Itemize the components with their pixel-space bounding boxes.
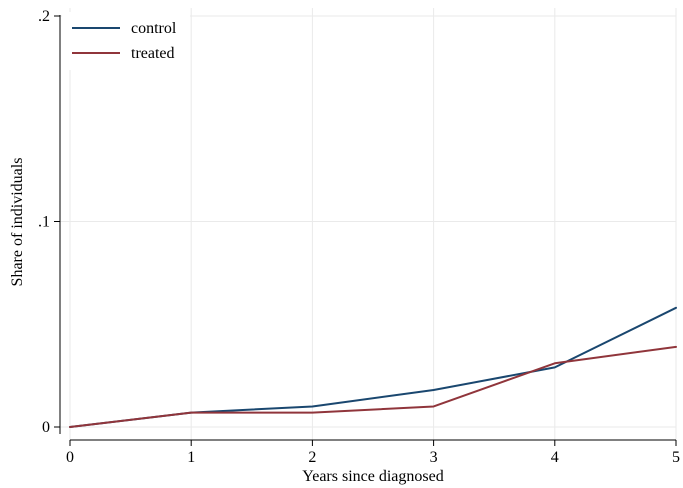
x-axis-title: Years since diagnosed (302, 468, 443, 485)
y-tick-label: .2 (38, 8, 50, 25)
legend-box (62, 12, 190, 70)
x-tick-label: 3 (430, 449, 438, 466)
plot-area (60, 8, 676, 440)
x-tick-label: 4 (551, 449, 559, 466)
grid (60, 8, 677, 440)
axes (59, 15, 676, 441)
y-tick-label: .1 (38, 214, 50, 231)
legend-label-control: control (131, 20, 177, 37)
x-tick-label: 0 (66, 449, 74, 466)
y-axis-title: Share of individuals (9, 158, 26, 287)
legend: control treated (62, 12, 190, 70)
x-tick-label: 1 (187, 449, 195, 466)
series-line-treated (69, 345, 677, 428)
legend-label-treated: treated (131, 45, 175, 62)
y-tick-label: 0 (42, 419, 50, 436)
x-tick-label: 2 (308, 449, 316, 466)
ticks: 0 1 2 3 4 5 0 .1 .2 (38, 8, 680, 466)
series (69, 306, 677, 428)
x-tick-label: 5 (672, 449, 680, 466)
